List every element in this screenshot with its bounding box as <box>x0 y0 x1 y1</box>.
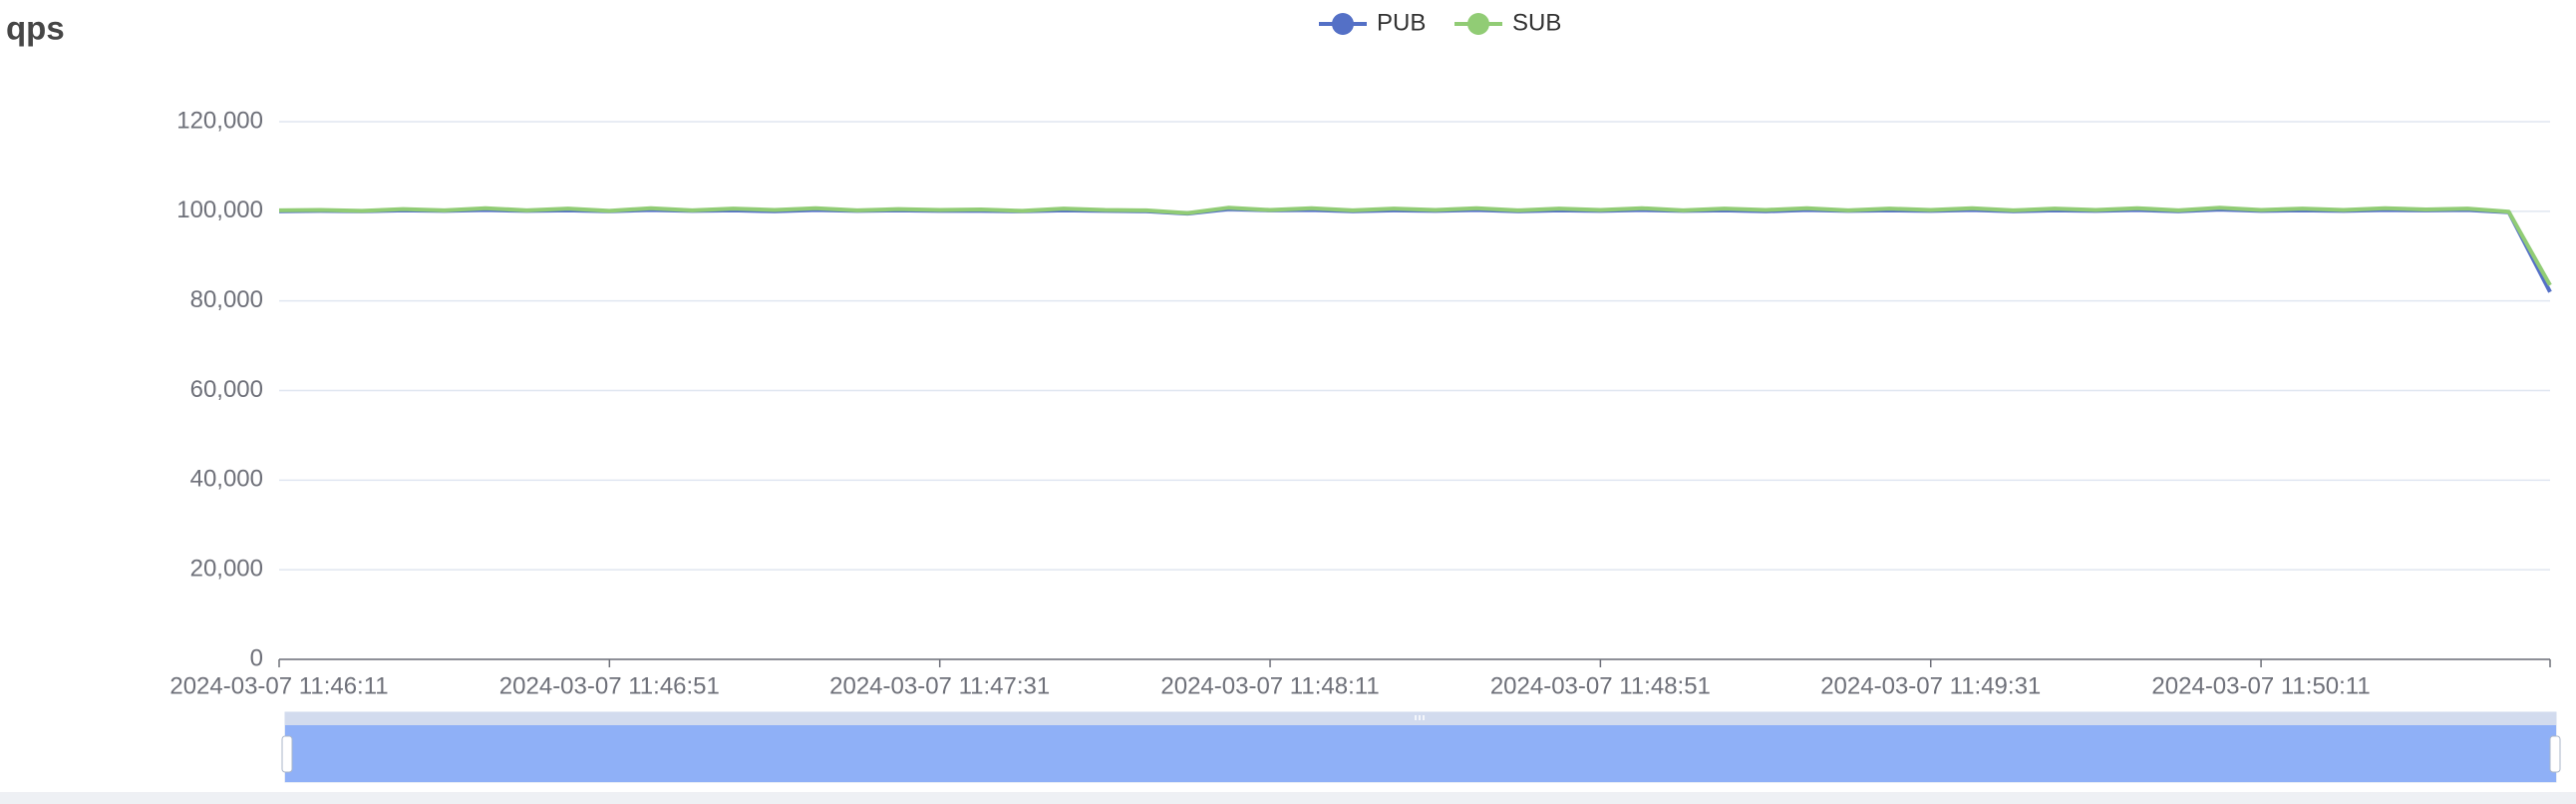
slider-selection[interactable] <box>285 725 2556 782</box>
series-line <box>278 206 2552 293</box>
x-tick-label: 2024-03-07 11:48:11 <box>1160 672 1379 699</box>
y-tick-label: 120,000 <box>176 107 263 134</box>
y-tick-label: 20,000 <box>190 556 263 583</box>
y-tick-label: 100,000 <box>176 197 263 223</box>
chart-title: qps <box>6 10 65 47</box>
legend-marker <box>1467 13 1489 35</box>
series-line <box>278 205 2552 286</box>
legend-label: PUB <box>1377 9 1426 36</box>
y-tick-label: 40,000 <box>190 466 263 493</box>
legend-label: SUB <box>1512 9 1561 36</box>
x-tick-label: 2024-03-07 11:46:11 <box>169 672 388 699</box>
y-tick-label: 80,000 <box>190 286 263 313</box>
slider-handle-right[interactable] <box>2549 735 2561 773</box>
bottom-shadow <box>0 792 2576 804</box>
slider-handle-left[interactable] <box>281 735 293 773</box>
slider-grip[interactable] <box>1415 715 1425 720</box>
x-tick-label: 2024-03-07 11:49:31 <box>1820 672 2041 699</box>
y-tick-label: 60,000 <box>190 376 263 403</box>
legend-marker <box>1332 13 1354 35</box>
x-tick-label: 2024-03-07 11:46:51 <box>499 672 720 699</box>
slider-top-bar[interactable] <box>285 712 2556 725</box>
y-tick-label: 0 <box>250 644 263 671</box>
x-tick-label: 2024-03-07 11:48:51 <box>1490 672 1711 699</box>
x-tick-label: 2024-03-07 11:47:31 <box>829 672 1050 699</box>
x-tick-label: 2024-03-07 11:50:11 <box>2151 672 2370 699</box>
data-zoom-slider[interactable] <box>281 711 2561 783</box>
